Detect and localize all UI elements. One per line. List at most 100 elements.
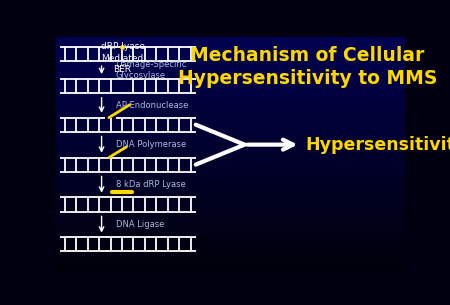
Bar	[56, 133, 405, 135]
Text: 8 kDa dRP Lyase: 8 kDa dRP Lyase	[116, 180, 185, 189]
Bar	[56, 58, 405, 60]
Bar	[56, 48, 405, 51]
Text: DNA Polymerase: DNA Polymerase	[116, 140, 186, 149]
Bar	[56, 210, 405, 213]
Bar	[56, 248, 405, 250]
Bar	[56, 163, 405, 166]
Bar	[56, 208, 405, 210]
Bar	[56, 98, 405, 100]
Bar	[56, 51, 405, 53]
Bar	[56, 203, 405, 206]
Bar	[56, 236, 405, 239]
Bar	[56, 257, 405, 260]
Bar	[56, 79, 405, 81]
Bar	[56, 95, 405, 98]
Bar	[56, 201, 405, 203]
Bar	[56, 206, 405, 208]
Text: AP Endonuclease: AP Endonuclease	[116, 101, 188, 110]
Bar	[56, 114, 405, 117]
Bar	[56, 253, 405, 255]
Bar	[56, 138, 405, 140]
Bar	[56, 149, 405, 152]
Bar	[56, 260, 405, 262]
Bar	[56, 107, 405, 109]
Bar	[56, 84, 405, 86]
Bar	[56, 220, 405, 222]
Bar	[56, 262, 405, 264]
Bar	[56, 117, 405, 119]
Bar	[56, 77, 405, 79]
Bar	[56, 267, 405, 269]
Bar	[56, 91, 405, 93]
Bar	[56, 194, 405, 196]
Bar	[56, 168, 405, 170]
Bar	[56, 213, 405, 215]
Bar	[56, 161, 405, 163]
Bar	[56, 102, 405, 105]
Bar	[56, 196, 405, 199]
Bar	[56, 105, 405, 107]
Bar	[56, 250, 405, 253]
Bar	[56, 44, 405, 46]
Bar	[56, 37, 405, 39]
Bar	[56, 145, 405, 147]
Bar	[56, 128, 405, 131]
Bar	[56, 147, 405, 149]
Bar	[56, 135, 405, 138]
Bar	[56, 63, 405, 65]
Bar	[56, 224, 405, 227]
Bar	[56, 243, 405, 246]
Bar	[56, 269, 405, 271]
Text: dRP lyase
Mediated
BER: dRP lyase Mediated BER	[100, 42, 144, 74]
Bar	[56, 215, 405, 217]
Text: Hypersensitivity: Hypersensitivity	[306, 136, 450, 154]
Bar	[56, 189, 405, 192]
Bar	[56, 39, 405, 41]
Bar	[56, 180, 405, 182]
Bar	[56, 72, 405, 74]
Bar	[56, 166, 405, 168]
Bar	[56, 142, 405, 145]
Bar	[56, 93, 405, 95]
Bar	[56, 173, 405, 175]
Text: Damage-Specific
Glycosylase: Damage-Specific Glycosylase	[116, 60, 187, 80]
Bar	[56, 81, 405, 84]
Bar	[56, 178, 405, 180]
Bar	[56, 241, 405, 243]
Bar	[56, 88, 405, 91]
Bar	[56, 109, 405, 112]
Text: Mechanism of Cellular
Hypersensitivity to MMS: Mechanism of Cellular Hypersensitivity t…	[178, 46, 437, 88]
Bar	[56, 41, 405, 44]
Bar	[56, 222, 405, 224]
Bar	[56, 199, 405, 201]
Bar	[56, 140, 405, 142]
Bar	[56, 255, 405, 257]
Bar	[56, 154, 405, 156]
Bar	[56, 185, 405, 187]
Bar	[56, 100, 405, 102]
Bar	[56, 231, 405, 234]
Bar	[56, 131, 405, 133]
Bar	[56, 70, 405, 72]
Bar	[56, 53, 405, 56]
Bar	[56, 192, 405, 194]
Bar	[56, 229, 405, 231]
Bar	[56, 112, 405, 114]
Bar	[56, 227, 405, 229]
Bar	[56, 159, 405, 161]
Bar	[56, 86, 405, 88]
Bar	[56, 65, 405, 67]
Bar	[56, 264, 405, 267]
Bar	[56, 126, 405, 128]
Bar	[56, 246, 405, 248]
Bar	[56, 119, 405, 121]
Bar	[56, 217, 405, 220]
Bar	[56, 175, 405, 178]
Bar	[56, 156, 405, 159]
Bar	[56, 187, 405, 189]
Bar	[56, 46, 405, 48]
Bar	[56, 234, 405, 236]
Bar	[56, 67, 405, 70]
Bar	[56, 56, 405, 58]
Bar	[56, 239, 405, 241]
